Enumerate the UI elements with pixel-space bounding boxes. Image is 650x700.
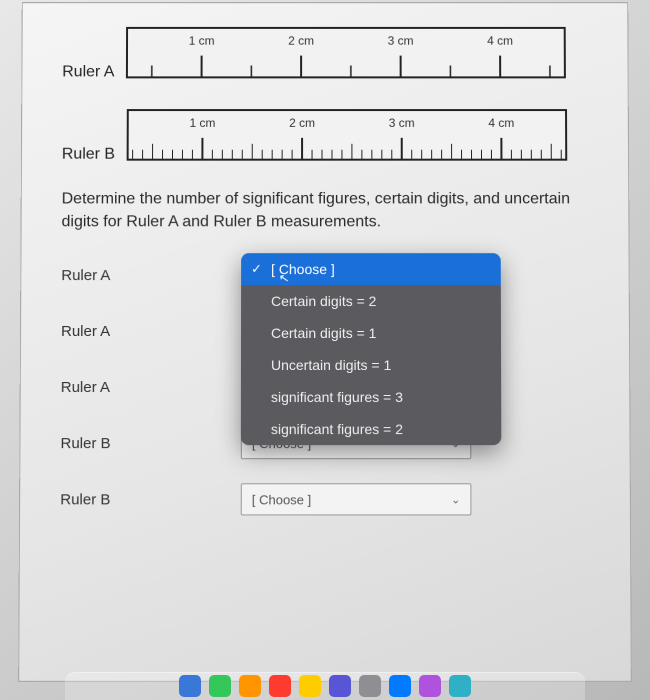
svg-text:1 cm: 1 cm — [190, 116, 216, 130]
dropdown-option[interactable]: Certain digits = 1 — [241, 317, 501, 349]
svg-text:3 cm: 3 cm — [389, 116, 415, 130]
dock-app-icon[interactable] — [449, 675, 471, 697]
check-icon: ✓ — [251, 262, 262, 278]
dropdown-option[interactable]: significant figures = 2 — [241, 413, 501, 445]
answer-row: Ruler B [ Choose ] ⌄ — [60, 484, 590, 516]
svg-text:3 cm: 3 cm — [388, 34, 414, 48]
ruler-a-label: Ruler A — [62, 64, 114, 88]
dock-app-icon[interactable] — [419, 675, 441, 697]
answer-select[interactable]: [ Choose ]⌄✓[ Choose ]↖Certain digits = … — [241, 260, 471, 292]
dropdown-menu[interactable]: ✓[ Choose ]↖Certain digits = 2Certain di… — [241, 254, 501, 446]
worksheet-page: Ruler A 1 cm 2 cm 3 cm 4 cm Ruler B 1 cm 2 c… — [18, 2, 632, 682]
svg-text:1 cm: 1 cm — [189, 34, 215, 48]
ruler-a-figure: 1 cm 2 cm 3 cm 4 cm — [122, 23, 587, 87]
dock-app-icon[interactable] — [239, 675, 261, 697]
svg-text:4 cm: 4 cm — [488, 34, 514, 48]
dock-app-icon[interactable] — [269, 675, 291, 697]
dock-app-icon[interactable] — [299, 675, 321, 697]
answer-row-label: Ruler A — [61, 323, 241, 340]
answer-row-label: Ruler A — [61, 267, 241, 284]
dropdown-option[interactable]: Uncertain digits = 1 — [241, 349, 501, 381]
question-text: Determine the number of significant figu… — [61, 188, 588, 234]
ruler-b-figure: 1 cm 2 cm 3 cm 4 cm — [123, 105, 588, 170]
answer-row-label: Ruler B — [60, 491, 241, 508]
chevron-down-icon: ⌄ — [451, 493, 460, 506]
select-placeholder: [ Choose ] — [252, 492, 311, 507]
answer-select[interactable]: [ Choose ] ⌄ — [241, 484, 472, 516]
dock-app-icon[interactable] — [359, 675, 381, 697]
dropdown-option[interactable]: significant figures = 3 — [241, 381, 501, 413]
answer-form: Ruler A[ Choose ]⌄✓[ Choose ]↖Certain di… — [60, 260, 590, 516]
answer-row-label: Ruler A — [61, 379, 241, 396]
dropdown-option-label: [ Choose ] — [271, 262, 335, 278]
answer-row-label: Ruler B — [60, 435, 240, 452]
dock-app-icon[interactable] — [179, 675, 201, 697]
answer-row: Ruler A[ Choose ]⌄✓[ Choose ]↖Certain di… — [61, 260, 589, 292]
macos-dock — [65, 672, 585, 700]
ruler-a-block: Ruler A 1 cm 2 cm 3 cm 4 cm — [62, 23, 588, 87]
dropdown-option-selected[interactable]: ✓[ Choose ]↖ — [241, 254, 501, 286]
dock-app-icon[interactable] — [389, 675, 411, 697]
select-box[interactable]: [ Choose ] ⌄ — [241, 484, 472, 516]
svg-text:2 cm: 2 cm — [289, 116, 315, 130]
svg-text:2 cm: 2 cm — [289, 34, 315, 48]
ruler-b-label: Ruler B — [62, 146, 115, 170]
ruler-b-block: Ruler B 1 cm 2 cm 3 cm 4 cm — [62, 105, 588, 170]
svg-text:4 cm: 4 cm — [489, 116, 515, 130]
dock-app-icon[interactable] — [329, 675, 351, 697]
dock-app-icon[interactable] — [209, 675, 231, 697]
dropdown-option[interactable]: Certain digits = 2 — [241, 285, 501, 317]
